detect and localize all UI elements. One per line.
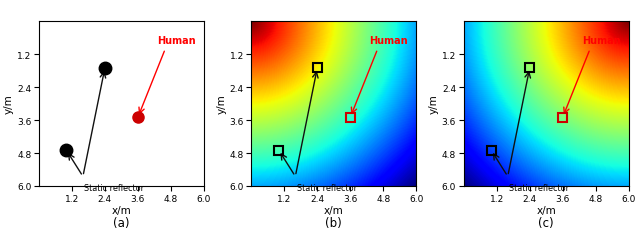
Bar: [525, 64, 534, 73]
Text: Human: Human: [369, 36, 408, 46]
Text: Static reflector: Static reflector: [297, 183, 356, 192]
Bar: [275, 146, 284, 155]
Text: (a): (a): [113, 216, 130, 229]
X-axis label: x/m: x/m: [111, 206, 131, 216]
Text: Human: Human: [582, 36, 621, 46]
Text: (b): (b): [325, 216, 342, 229]
Text: (c): (c): [538, 216, 554, 229]
Bar: [346, 113, 355, 122]
X-axis label: x/m: x/m: [536, 206, 556, 216]
Y-axis label: y/m: y/m: [4, 94, 14, 114]
Bar: [313, 64, 322, 73]
Y-axis label: y/m: y/m: [429, 94, 439, 114]
Y-axis label: y/m: y/m: [216, 94, 227, 114]
X-axis label: x/m: x/m: [324, 206, 344, 216]
Text: Human: Human: [157, 36, 196, 46]
Text: Static reflector: Static reflector: [84, 183, 144, 192]
Bar: [487, 146, 495, 155]
Text: Static reflector: Static reflector: [509, 183, 569, 192]
Bar: [558, 113, 567, 122]
